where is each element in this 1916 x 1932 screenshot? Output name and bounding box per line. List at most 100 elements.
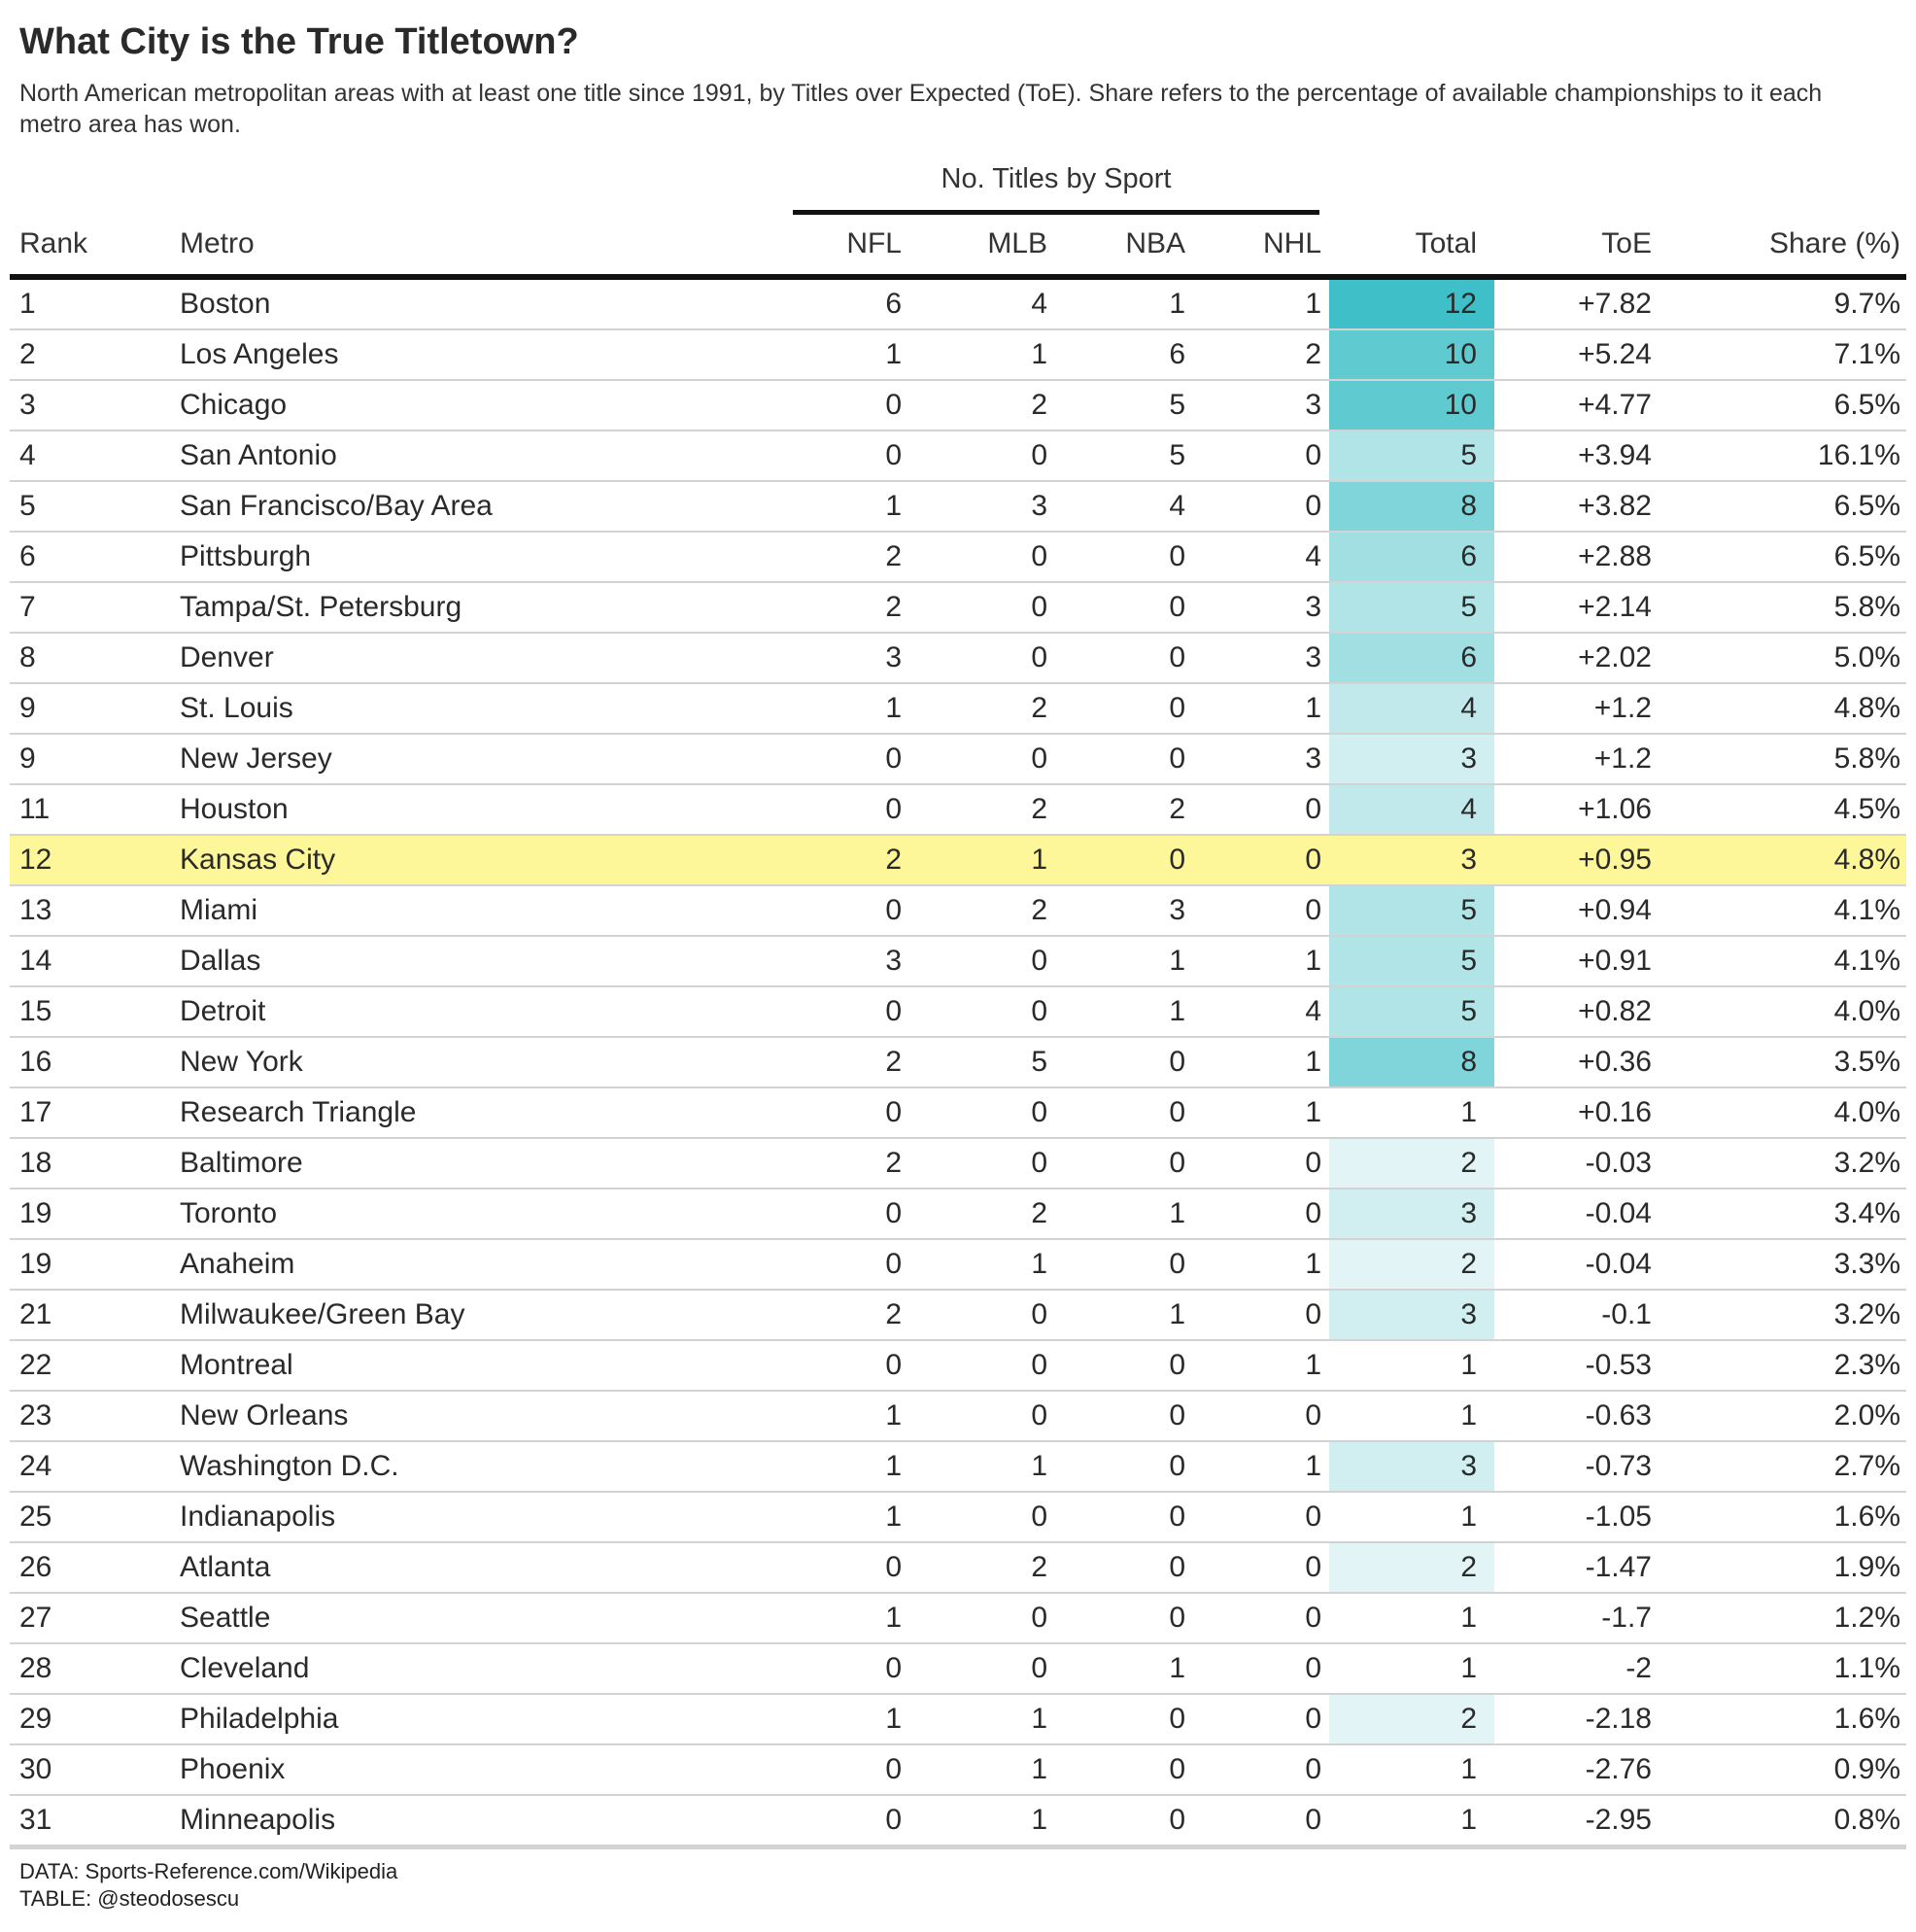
cell-mlb: 0 (1031, 945, 1047, 977)
cell-rank: 12 (19, 844, 52, 876)
cell-nba: 1 (1169, 945, 1185, 977)
cell-metro: Philadelphia (180, 1703, 339, 1735)
cell-toe: +0.16 (1578, 1096, 1652, 1128)
cell-toe: +3.94 (1578, 439, 1652, 471)
total-color-cell (1329, 987, 1494, 1036)
cell-nhl: 0 (1305, 1652, 1321, 1684)
cell-nhl: 0 (1305, 1602, 1321, 1634)
cell-metro: Anaheim (180, 1248, 295, 1280)
cell-mlb: 0 (1031, 1298, 1047, 1330)
cell-share: 5.8% (1833, 591, 1900, 623)
cell-toe: -0.04 (1585, 1248, 1652, 1280)
cell-metro: Toronto (180, 1197, 278, 1229)
cell-mlb: 1 (1031, 1804, 1047, 1836)
cell-total: 5 (1460, 591, 1477, 623)
cell-toe: -1.05 (1585, 1501, 1652, 1533)
cell-total: 5 (1460, 945, 1477, 977)
cell-mlb: 0 (1031, 1349, 1047, 1381)
cell-nhl: 1 (1305, 1349, 1321, 1381)
cell-total: 1 (1460, 1602, 1477, 1634)
cell-total: 5 (1460, 995, 1477, 1027)
cell-share: 3.2% (1833, 1298, 1900, 1330)
cell-nhl: 0 (1305, 490, 1321, 522)
cell-mlb: 0 (1031, 1147, 1047, 1179)
cell-nfl: 6 (885, 288, 902, 320)
cell-nfl: 1 (885, 1703, 902, 1735)
cell-rank: 2 (19, 338, 36, 370)
cell-metro: Research Triangle (180, 1096, 417, 1128)
cell-nba: 4 (1169, 490, 1185, 522)
cell-share: 4.1% (1833, 894, 1900, 926)
cell-nba: 0 (1169, 1804, 1185, 1836)
cell-nba: 0 (1169, 1248, 1185, 1280)
cell-total: 5 (1460, 894, 1477, 926)
column-header-share: Share (%) (1768, 227, 1900, 259)
cell-share: 1.9% (1833, 1551, 1900, 1583)
cell-metro: Montreal (180, 1349, 293, 1381)
cell-nba: 1 (1169, 995, 1185, 1027)
cell-mlb: 0 (1031, 742, 1047, 775)
total-color-cell (1329, 937, 1494, 985)
cell-nhl: 4 (1305, 995, 1321, 1027)
cell-rank: 24 (19, 1450, 52, 1482)
cell-nfl: 0 (885, 1197, 902, 1229)
cell-nba: 0 (1169, 1046, 1185, 1078)
table-row: 22 Montreal 0 0 0 1 1 -0.53 2.3% (10, 1341, 1906, 1392)
chart-title: What City is the True Titletown? (19, 21, 579, 62)
table-row: 16 New York 2 5 0 1 8 +0.36 3.5% (10, 1038, 1906, 1088)
table-row: 1 Boston 6 4 1 1 12 +7.82 9.7% (10, 280, 1906, 330)
cell-toe: +2.88 (1578, 540, 1652, 572)
cell-rank: 22 (19, 1349, 52, 1381)
cell-toe: -2.18 (1585, 1703, 1652, 1735)
cell-nhl: 1 (1305, 945, 1321, 977)
cell-metro: Denver (180, 641, 274, 673)
cell-share: 16.1% (1817, 439, 1900, 471)
cell-share: 5.0% (1833, 641, 1900, 673)
cell-rank: 30 (19, 1753, 52, 1785)
cell-rank: 9 (19, 692, 36, 724)
column-header-rank: Rank (19, 227, 88, 259)
cell-nhl: 3 (1305, 641, 1321, 673)
cell-total: 1 (1460, 1096, 1477, 1128)
cell-nhl: 0 (1305, 1804, 1321, 1836)
cell-toe: +1.2 (1593, 742, 1652, 775)
cell-nhl: 1 (1305, 1450, 1321, 1482)
cell-nhl: 4 (1305, 540, 1321, 572)
cell-toe: +2.14 (1578, 591, 1652, 623)
cell-total: 5 (1460, 439, 1477, 471)
cell-metro: Pittsburgh (180, 540, 312, 572)
cell-rank: 3 (19, 389, 36, 421)
cell-toe: +0.36 (1578, 1046, 1652, 1078)
cell-nba: 0 (1169, 1551, 1185, 1583)
cell-toe: +1.06 (1578, 793, 1652, 825)
cell-total: 1 (1460, 1652, 1477, 1684)
cell-rank: 17 (19, 1096, 52, 1128)
column-header-nfl: NFL (846, 227, 902, 259)
cell-nfl: 0 (885, 1652, 902, 1684)
cell-share: 6.5% (1833, 540, 1900, 572)
cell-toe: -0.53 (1585, 1349, 1652, 1381)
cell-metro: Seattle (180, 1602, 271, 1634)
total-color-cell (1329, 583, 1494, 632)
table-row: 17 Research Triangle 0 0 0 1 1 +0.16 4.0% (10, 1088, 1906, 1139)
cell-share: 3.2% (1833, 1147, 1900, 1179)
cell-rank: 21 (19, 1298, 52, 1330)
cell-toe: +0.91 (1578, 945, 1652, 977)
total-color-cell (1329, 330, 1494, 379)
total-color-cell (1329, 886, 1494, 935)
cell-rank: 14 (19, 945, 52, 977)
cell-toe: +3.82 (1578, 490, 1652, 522)
cell-nhl: 0 (1305, 1703, 1321, 1735)
cell-metro: New Jersey (180, 742, 332, 775)
cell-nhl: 1 (1305, 1248, 1321, 1280)
cell-metro: Phoenix (180, 1753, 286, 1785)
cell-nfl: 0 (885, 1753, 902, 1785)
cell-rank: 29 (19, 1703, 52, 1735)
column-header-nba: NBA (1125, 227, 1185, 259)
cell-total: 3 (1460, 1298, 1477, 1330)
column-header-metro: Metro (180, 227, 255, 259)
cell-total: 6 (1460, 641, 1477, 673)
cell-total: 4 (1460, 692, 1477, 724)
cell-metro: Cleveland (180, 1652, 310, 1684)
cell-toe: -0.03 (1585, 1147, 1652, 1179)
